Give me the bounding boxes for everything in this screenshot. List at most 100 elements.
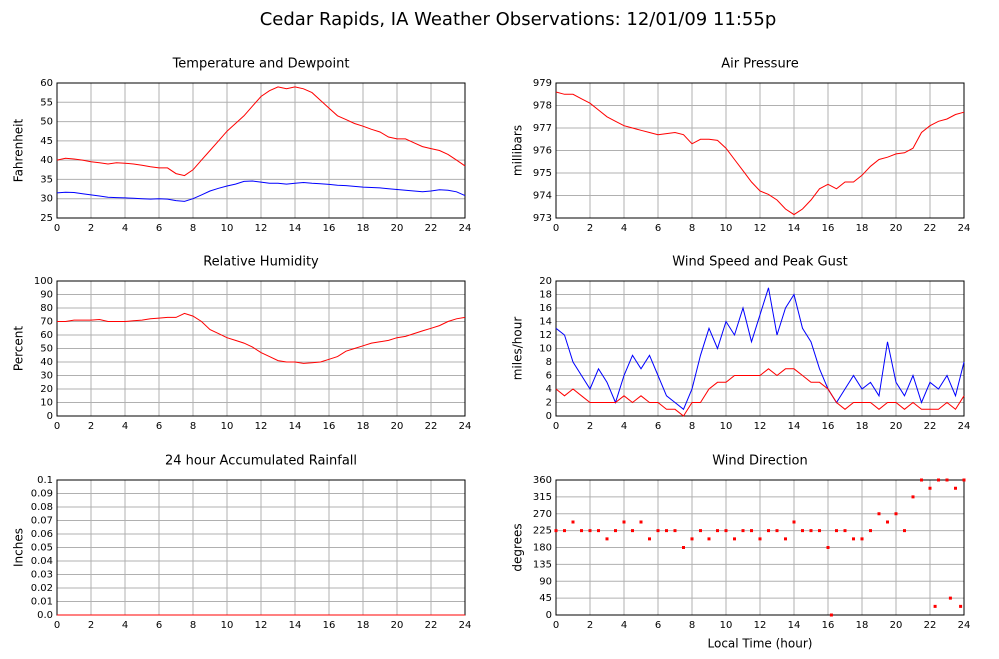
plot-frame	[56, 280, 466, 417]
x-tick-label: 2	[88, 620, 94, 631]
data-point	[699, 529, 702, 533]
y-tick-label: 40	[40, 155, 53, 166]
chart-title: 24 hour Accumulated Rainfall	[165, 454, 357, 469]
x-tick-label: 6	[156, 223, 162, 234]
x-tick-label: 2	[587, 223, 593, 234]
x-tick-label: 8	[689, 620, 695, 631]
y-axis-label: Inches	[12, 528, 26, 567]
data-point	[741, 529, 745, 533]
data-point	[959, 604, 963, 608]
y-tick-label: 6	[546, 371, 552, 382]
data-point	[733, 537, 736, 541]
x-tick-label: 6	[655, 620, 661, 631]
data-point	[690, 537, 694, 541]
x-tick-label: 16	[323, 223, 336, 234]
x-tick-label: 2	[88, 223, 94, 234]
data-point	[605, 537, 609, 541]
data-point	[554, 529, 558, 533]
data-point	[571, 520, 575, 524]
x-tick-label: 14	[289, 223, 302, 234]
y-tick-label: 0	[546, 411, 552, 422]
y-tick-label: 0.0	[37, 610, 53, 621]
data-line	[555, 287, 965, 411]
data-point	[920, 478, 923, 482]
x-tick-label: 6	[655, 421, 661, 432]
y-tick-label: 90	[539, 576, 552, 587]
data-point	[809, 529, 813, 533]
y-tick-label: 80	[40, 303, 53, 314]
x-tick-label: 6	[156, 421, 162, 432]
x-tick-label: 8	[689, 223, 695, 234]
x-tick-label: 20	[890, 421, 903, 432]
data-point	[835, 529, 838, 533]
plot-frame	[555, 82, 965, 219]
data-point	[665, 529, 668, 533]
x-tick-label: 22	[425, 421, 438, 432]
data-point	[886, 520, 889, 524]
x-axis-label: Local Time (hour)	[708, 637, 813, 651]
x-tick-label: 12	[255, 620, 268, 631]
data-point	[750, 529, 753, 533]
x-tick-label: 24	[958, 620, 971, 631]
x-tick-label: 20	[890, 620, 903, 631]
data-point	[877, 512, 881, 516]
data-point	[639, 520, 643, 524]
chart-title: Air Pressure	[721, 57, 799, 72]
y-tick-label: 50	[40, 117, 53, 128]
y-tick-label: 10	[539, 344, 552, 355]
y-axis-label: millibars	[511, 125, 525, 176]
data-point	[911, 495, 915, 499]
x-tick-label: 22	[425, 223, 438, 234]
y-tick-label: 0	[47, 411, 53, 422]
y-tick-label: 979	[533, 78, 552, 89]
y-tick-label: 975	[533, 168, 552, 179]
y-tick-label: 4	[546, 384, 552, 395]
x-tick-label: 16	[822, 223, 835, 234]
x-tick-label: 4	[621, 223, 627, 234]
x-tick-label: 10	[221, 620, 234, 631]
x-tick-label: 0	[553, 620, 559, 631]
data-point	[580, 529, 583, 533]
x-tick-label: 22	[924, 620, 937, 631]
y-tick-label: 90	[40, 290, 53, 301]
y-tick-label: 0.02	[31, 583, 53, 594]
data-line	[56, 180, 466, 202]
y-tick-label: 0.03	[31, 570, 53, 581]
data-point	[954, 486, 957, 490]
y-tick-label: 60	[40, 330, 53, 341]
x-tick-label: 4	[122, 421, 128, 432]
plot-frame	[555, 280, 965, 417]
y-tick-label: 12	[539, 330, 552, 341]
chart-title: Temperature and Dewpoint	[172, 57, 350, 72]
x-tick-label: 16	[323, 620, 336, 631]
data-point	[869, 529, 872, 533]
data-point	[563, 529, 566, 533]
data-point	[631, 529, 634, 533]
x-tick-label: 10	[720, 421, 733, 432]
data-point	[622, 520, 626, 524]
x-tick-label: 2	[587, 620, 593, 631]
data-point	[758, 537, 762, 541]
x-tick-label: 0	[553, 223, 559, 234]
chart-title: Relative Humidity	[203, 255, 319, 270]
y-tick-label: 974	[533, 191, 552, 202]
x-tick-label: 2	[88, 421, 94, 432]
y-tick-label: 0	[546, 610, 552, 621]
y-tick-label: 976	[533, 146, 552, 157]
data-point	[801, 529, 804, 533]
x-tick-label: 20	[391, 223, 404, 234]
x-tick-label: 0	[54, 223, 60, 234]
data-point	[597, 529, 600, 533]
x-tick-label: 4	[621, 421, 627, 432]
y-tick-label: 55	[40, 97, 53, 108]
y-tick-label: 18	[539, 290, 552, 301]
y-tick-label: 0.1	[37, 475, 53, 486]
data-point	[903, 529, 906, 533]
y-tick-label: 14	[539, 317, 552, 328]
y-tick-label: 270	[533, 509, 552, 520]
y-axis-label: Percent	[12, 326, 26, 371]
x-tick-label: 18	[357, 223, 370, 234]
data-point	[767, 529, 770, 533]
y-axis-label: degrees	[511, 523, 525, 571]
